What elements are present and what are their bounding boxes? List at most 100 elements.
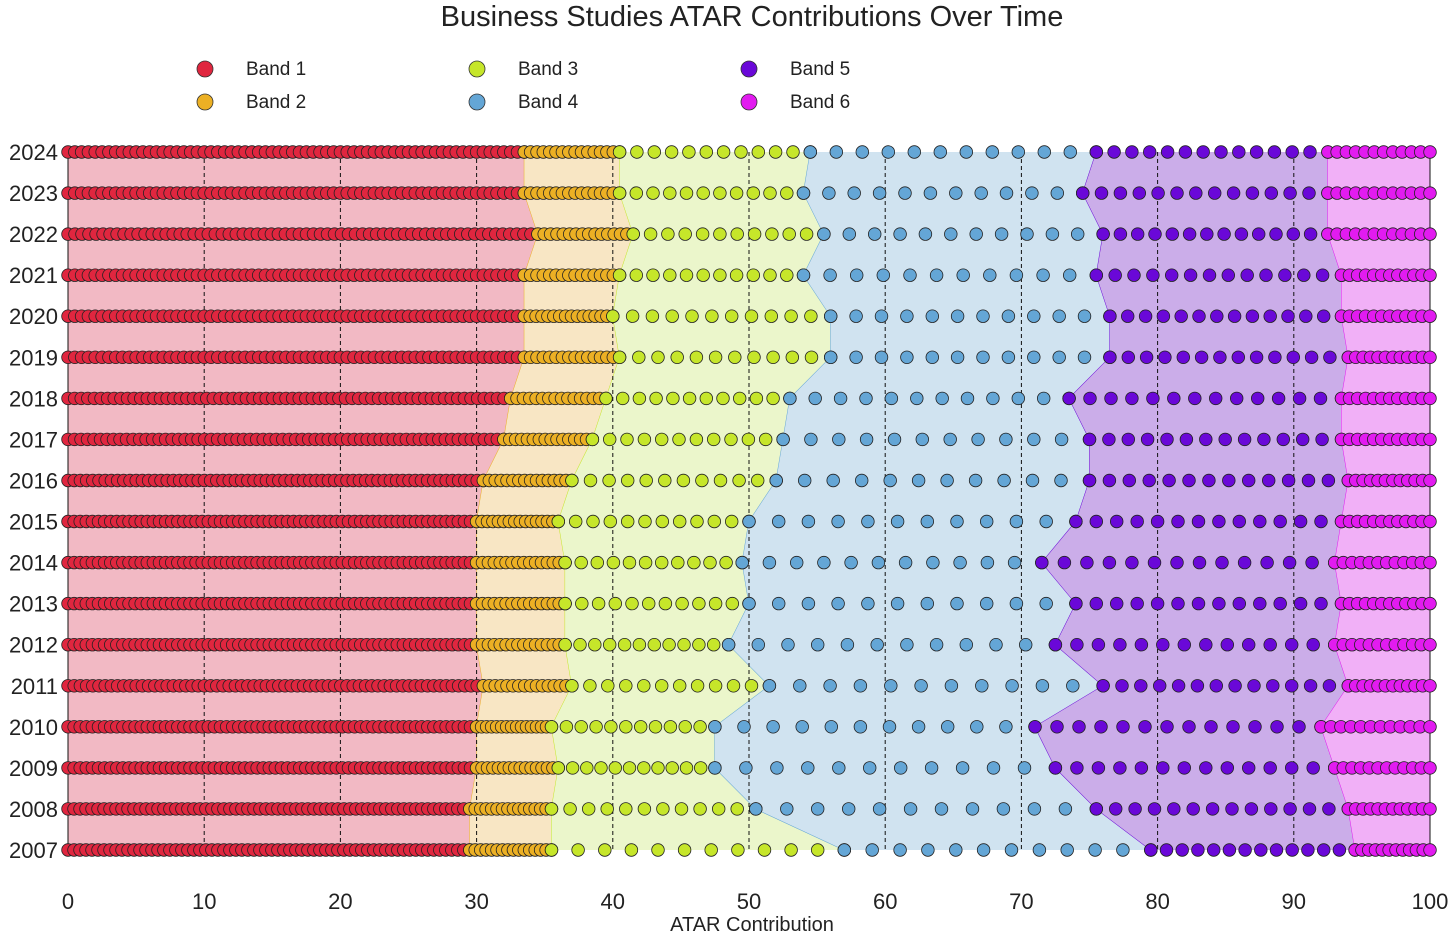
point-2020-band-5 [1210, 309, 1224, 323]
point-2013-band-3 [725, 596, 740, 611]
point-2020-band-4 [925, 309, 940, 323]
point-2012-band-3 [573, 638, 587, 652]
point-2010-band-5 [1248, 720, 1262, 734]
band-area-3 [551, 152, 845, 850]
point-2009-band-5 [1263, 761, 1277, 775]
point-2011-band-5 [1152, 679, 1167, 693]
point-2007-band-5 [1254, 843, 1268, 857]
point-2016-band-4 [940, 473, 954, 488]
point-2024-band-5 [1285, 145, 1299, 159]
point-2024-band-3 [664, 145, 679, 159]
point-2016-band-5 [1102, 473, 1117, 488]
point-2017-band-4 [1054, 432, 1069, 447]
point-2018-band-5 [1125, 391, 1139, 406]
point-2009-band-3 [651, 761, 665, 775]
point-2023-band-5 [1113, 186, 1128, 200]
point-2016-band-4 [997, 473, 1011, 488]
point-2009-band-3 [594, 761, 608, 775]
point-2021-band-3 [780, 268, 794, 282]
point-2020-band-5 [1227, 309, 1242, 323]
point-2020-band-5 [1316, 309, 1331, 323]
point-2019-band-4 [1077, 350, 1092, 365]
legend-marker-band-3 [468, 60, 486, 78]
point-2017-band-3 [620, 432, 634, 447]
point-2011-band-5 [1171, 679, 1186, 693]
point-2024-band-4 [959, 145, 974, 159]
point-2008-band-3 [730, 802, 744, 816]
point-2010-band-5 [1116, 720, 1130, 734]
point-2009-band-5 [1113, 761, 1127, 775]
point-2013-band-4 [950, 596, 964, 611]
legend-label-band-6: Band 6 [790, 92, 850, 113]
point-2016-band-3 [639, 473, 653, 488]
point-2017-band-4 [971, 432, 985, 447]
point-2016-band-3 [621, 473, 635, 488]
point-2020-band-4 [950, 309, 965, 323]
point-2015-band-4 [742, 514, 756, 529]
point-2009-band-6 [1423, 761, 1437, 775]
point-2024-band-5 [1214, 145, 1228, 159]
point-2008-band-6 [1423, 802, 1437, 816]
point-2016-band-5 [1321, 473, 1336, 488]
x-tick-label: 90 [1282, 889, 1306, 914]
point-2011-band-5 [1266, 679, 1280, 693]
point-2018-band-4 [833, 391, 848, 406]
row-2007 [61, 843, 1437, 857]
point-2015-band-4 [801, 514, 816, 529]
point-2014-band-4 [953, 555, 967, 570]
y-tick-label: 2017 [9, 427, 58, 452]
point-2022-band-5 [1113, 227, 1128, 241]
point-2007-band-3 [811, 843, 825, 857]
point-2021-band-5 [1108, 268, 1122, 282]
point-2022-band-6 [1423, 227, 1437, 241]
legend-item-band-3: Band 3 [468, 59, 578, 80]
point-2009-band-4 [863, 761, 877, 775]
point-2024-band-3 [751, 145, 766, 159]
point-2011-band-4 [762, 679, 777, 693]
point-2017-band-4 [859, 432, 874, 447]
point-2021-band-4 [903, 268, 917, 282]
point-2013-band-4 [980, 596, 994, 611]
point-2020-band-4 [976, 309, 990, 323]
x-tick-label: 50 [737, 889, 761, 914]
point-2012-band-4 [870, 638, 884, 652]
point-2017-band-3 [689, 432, 704, 447]
point-2013-band-3 [591, 596, 606, 611]
point-2010-band-5 [1138, 720, 1152, 734]
point-2016-band-4 [911, 473, 926, 488]
point-2018-band-5 [1188, 391, 1202, 406]
point-2014-band-5 [1102, 555, 1117, 570]
point-2016-band-3 [565, 473, 579, 488]
point-2022-band-4 [893, 227, 907, 241]
point-2024-band-4 [1037, 145, 1052, 159]
point-2009-band-5 [1177, 761, 1192, 775]
point-2011-band-3 [601, 679, 615, 693]
point-2018-band-5 [1313, 391, 1328, 406]
point-2011-band-5 [1096, 679, 1110, 693]
point-2016-band-5 [1202, 473, 1216, 488]
point-2007-band-4 [949, 843, 963, 857]
point-2022-band-4 [1020, 227, 1034, 241]
point-2018-band-3 [666, 391, 680, 406]
point-2019-band-5 [1194, 350, 1209, 365]
point-2007-band-6 [1423, 843, 1437, 857]
point-2018-band-4 [960, 391, 975, 406]
point-2023-band-3 [646, 186, 660, 200]
point-2022-band-5 [1286, 227, 1301, 241]
point-2010-band-5 [1094, 720, 1108, 734]
point-2021-band-5 [1297, 268, 1311, 282]
point-2017-band-3 [637, 432, 652, 447]
point-2007-band-3 [598, 843, 612, 857]
point-2012-band-3 [558, 638, 572, 652]
point-2020-band-4 [1027, 309, 1041, 323]
point-2011-band-4 [944, 679, 959, 693]
point-2019-band-5 [1158, 350, 1172, 365]
point-2007-band-5 [1316, 843, 1331, 857]
point-2007-band-3 [651, 843, 665, 857]
point-2019-band-3 [612, 350, 627, 365]
point-2011-band-4 [1066, 679, 1080, 693]
point-2019-band-3 [785, 350, 800, 365]
point-2016-band-3 [602, 473, 616, 488]
legend-marker-band-4 [468, 93, 486, 111]
point-2020-band-3 [764, 309, 779, 323]
